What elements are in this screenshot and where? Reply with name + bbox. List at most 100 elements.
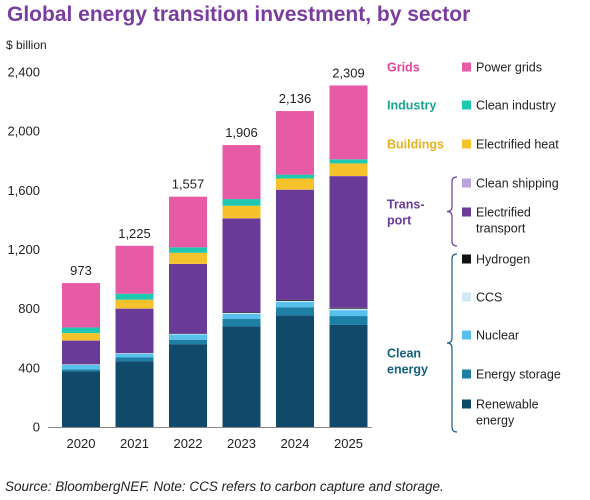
- bar-stack-2020: [62, 283, 100, 427]
- legend-swatch: [462, 139, 471, 149]
- bar-segment-energy-storage: [169, 339, 207, 345]
- legend-swatch: [462, 369, 471, 379]
- legend-swatch: [462, 207, 471, 217]
- bar-segment-renewable-energy: [329, 324, 368, 427]
- legend-swatch: [462, 292, 471, 302]
- bar-segment-power-grids: [276, 111, 314, 175]
- legend-swatch: [462, 100, 471, 110]
- bar-segment-renewable-energy: [115, 361, 154, 427]
- bar-segment-hydrogen: [329, 307, 368, 309]
- bar-segment-ccs: [276, 300, 314, 303]
- y-tick-label: 2,000: [7, 124, 40, 139]
- y-tick-label: 0: [33, 420, 40, 435]
- legend-label: Power grids: [476, 61, 542, 75]
- y-tick-label: 2,400: [7, 65, 40, 80]
- legend-label: CCS: [476, 291, 502, 305]
- bar-segment-nuclear: [276, 302, 314, 308]
- x-axis: 2020 2021 2022 2023 2024 2025: [48, 427, 372, 451]
- legend-item-energy-storage: Energy storage: [462, 368, 561, 382]
- bar-segment-clean-industry: [276, 174, 314, 179]
- legend-group-label: Trans-: [387, 198, 425, 212]
- total-label: 1,225: [118, 226, 151, 241]
- bar-segment-power-grids: [329, 85, 368, 160]
- legend-group-label: port: [387, 214, 412, 228]
- bar-segment-electrified-heat: [276, 178, 314, 190]
- bar-segment-nuclear: [115, 353, 154, 358]
- bar-stack-2022: [169, 196, 207, 427]
- total-labels: 973 1,225 1,557 1,906 2,136 2,309: [70, 65, 365, 278]
- bar-segment-ccs: [115, 353, 154, 354]
- bar-segment-clean-industry: [169, 247, 207, 253]
- legend-swatch: [462, 399, 471, 409]
- legend-item-power-grids: Power grids: [462, 61, 542, 75]
- bar-segment-power-grids: [169, 196, 207, 248]
- x-tick-label: 2023: [227, 436, 256, 451]
- legend-swatch: [462, 254, 471, 264]
- bar-segment-energy-storage: [222, 319, 261, 327]
- total-label: 1,906: [225, 125, 258, 140]
- bar-stack-2024: [276, 111, 314, 427]
- bar-segment-renewable-energy: [276, 315, 314, 427]
- legend-swatch: [462, 178, 471, 188]
- bar-segment-electrified-heat: [329, 163, 368, 176]
- x-tick-label: 2022: [174, 436, 203, 451]
- legend-group-label: Grids: [387, 61, 420, 75]
- bar-segment-electrified-transport: [276, 189, 314, 300]
- stacked-bar-chart: $ billion 0 400 800 1,200 1,600 2,000 2,400 20…: [6, 38, 561, 451]
- legend-label: Renewable: [476, 398, 539, 412]
- bar-segment-electrified-transport: [62, 340, 100, 365]
- legend-item-renewable-energy: Renewable energy: [462, 398, 539, 428]
- bar-segment-energy-storage: [62, 369, 100, 372]
- total-label: 973: [70, 263, 92, 278]
- bar-segment-hydrogen: [276, 299, 314, 301]
- bar-segment-ccs: [329, 308, 368, 311]
- legend-item-ccs: CCS: [462, 291, 502, 305]
- bar-segment-renewable-energy: [62, 371, 100, 427]
- legend-group-label: Clean: [387, 347, 421, 361]
- bar-segment-clean-industry: [115, 293, 154, 300]
- y-tick-label: 1,200: [7, 242, 40, 257]
- legend-label: Electrified heat: [476, 138, 559, 152]
- legend-label: Hydrogen: [476, 253, 530, 267]
- source-note: Source: BloombergNEF. Note: CCS refers t…: [5, 479, 444, 494]
- bar-segment-renewable-energy: [169, 344, 207, 427]
- legend-group-buildings: Buildings Electrified heat: [387, 138, 559, 152]
- bar-segment-hydrogen: [222, 312, 261, 313]
- y-tick-label: 400: [18, 360, 40, 375]
- bar-segment-electrified-transport: [115, 308, 154, 354]
- bar-segment-electrified-heat: [62, 333, 100, 341]
- total-label: 2,309: [332, 65, 365, 80]
- x-tick-label: 2025: [334, 436, 363, 451]
- legend-label: Energy storage: [476, 368, 561, 382]
- legend-item-electrified-transport: Electrified transport: [462, 206, 531, 236]
- legend-group-grids: Grids Power grids: [387, 61, 542, 75]
- bar-segment-energy-storage: [276, 307, 314, 316]
- legend-group-industry: Industry Clean industry: [387, 99, 557, 113]
- legend-group-transport: Trans-port Clean shipping Electrified trans…: [387, 176, 559, 247]
- legend-swatch: [462, 330, 471, 340]
- bar-segment-nuclear: [329, 310, 368, 317]
- bar-segment-power-grids: [115, 245, 154, 294]
- bar-stack-2023: [222, 145, 261, 427]
- legend-item-nuclear: Nuclear: [462, 329, 519, 343]
- legend-group-label: Industry: [387, 99, 436, 113]
- bar-segment-electrified-heat: [222, 205, 261, 219]
- bar-stack-2021: [115, 245, 154, 427]
- bar-stack-2025: [329, 85, 368, 427]
- bar-segment-ccs: [169, 333, 207, 335]
- bars: [62, 85, 368, 427]
- bar-segment-electrified-heat: [169, 252, 207, 264]
- y-tick-label: 800: [18, 301, 40, 316]
- bar-segment-nuclear: [62, 364, 100, 370]
- legend-item-hydrogen: Hydrogen: [462, 253, 530, 267]
- legend-group-label: energy: [387, 363, 428, 377]
- bar-segment-power-grids: [222, 145, 261, 200]
- y-axis: 0 400 800 1,200 1,600 2,000 2,400: [7, 65, 40, 435]
- bar-segment-clean-industry: [329, 159, 368, 164]
- x-tick-label: 2024: [281, 436, 310, 451]
- total-label: 1,557: [172, 177, 205, 192]
- y-tick-label: 1,600: [7, 183, 40, 198]
- bar-segment-electrified-heat: [115, 299, 154, 309]
- legend-label: Electrified: [476, 206, 531, 220]
- legend: Grids Power grids Industry Clean industry Bu…: [387, 61, 561, 433]
